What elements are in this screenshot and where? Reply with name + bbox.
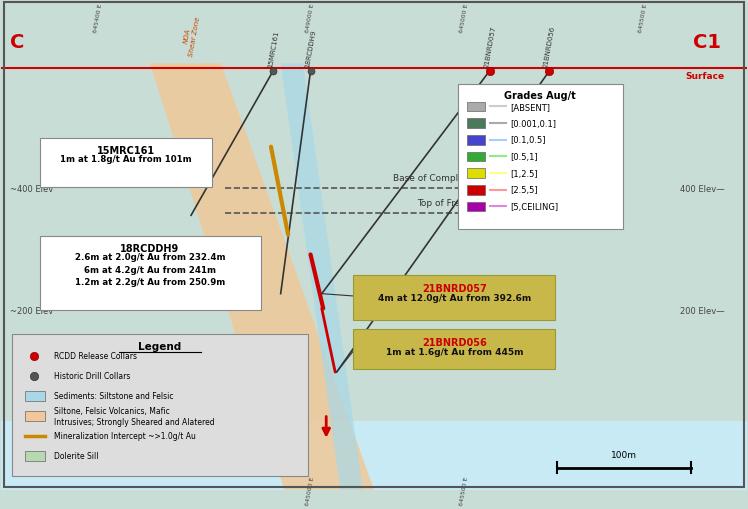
Text: 645000 E: 645000 E: [459, 3, 468, 33]
Text: 18RCDDH9: 18RCDDH9: [120, 244, 180, 253]
Bar: [468, 169, 485, 179]
Text: Sediments: Siltstone and Felsic: Sediments: Siltstone and Felsic: [54, 391, 174, 401]
Bar: [468, 152, 485, 162]
Bar: [1, 421, 747, 490]
Text: 400 Elev—: 400 Elev—: [680, 184, 725, 193]
Text: Siltone, Felsic Volcanics, Mafic
Intrusives; Strongly Sheared and Alatered: Siltone, Felsic Volcanics, Mafic Intrusi…: [54, 406, 215, 426]
FancyBboxPatch shape: [458, 85, 622, 230]
Text: Surface: Surface: [686, 72, 725, 81]
Text: [2.5,5]: [2.5,5]: [511, 186, 539, 195]
FancyBboxPatch shape: [40, 138, 212, 188]
Text: 6m at 4.2g/t Au from 241m: 6m at 4.2g/t Au from 241m: [84, 265, 216, 274]
Text: 200 Elev—: 200 Elev—: [680, 307, 725, 316]
Text: 1.2m at 2.2g/t Au from 250.9m: 1.2m at 2.2g/t Au from 250.9m: [75, 278, 225, 287]
Text: Historic Drill Collars: Historic Drill Collars: [54, 372, 130, 381]
Polygon shape: [150, 64, 374, 490]
Text: 21BNRD057: 21BNRD057: [422, 284, 487, 293]
Text: 21BNRD057: 21BNRD057: [483, 25, 497, 68]
Text: ~400 Elev: ~400 Elev: [10, 184, 53, 193]
Bar: [25, 451, 45, 461]
Text: 21BNRD056: 21BNRD056: [543, 25, 556, 68]
Bar: [468, 185, 485, 195]
Text: Grades Aug/t: Grades Aug/t: [504, 91, 576, 101]
Text: 18RCDDH9: 18RCDDH9: [304, 29, 317, 68]
Polygon shape: [280, 64, 363, 490]
Text: [0.5,1]: [0.5,1]: [511, 153, 539, 162]
Bar: [468, 202, 485, 212]
Text: 2.6m at 2.0g/t Au from 232.4m: 2.6m at 2.0g/t Au from 232.4m: [75, 252, 225, 262]
Text: 645000 E: 645000 E: [305, 476, 316, 505]
FancyBboxPatch shape: [353, 329, 556, 369]
Text: Dolerite Sill: Dolerite Sill: [54, 451, 98, 461]
Text: 649000 E: 649000 E: [305, 3, 316, 33]
Text: Mineralization Intercept ~>1.0g/t Au: Mineralization Intercept ~>1.0g/t Au: [54, 432, 195, 440]
Text: 645500 E: 645500 E: [638, 3, 648, 33]
Text: 645500 E: 645500 E: [459, 476, 468, 505]
FancyBboxPatch shape: [353, 275, 556, 320]
Bar: [25, 412, 45, 421]
Text: 645400 E: 645400 E: [93, 3, 102, 33]
Bar: [25, 392, 45, 402]
Text: C1: C1: [693, 33, 721, 52]
Bar: [468, 136, 485, 146]
Text: Legend: Legend: [138, 342, 181, 352]
Text: ~200 Elev: ~200 Elev: [10, 307, 53, 316]
Text: [0.001,0.1]: [0.001,0.1]: [511, 120, 557, 128]
Text: NOA
Shear Zone: NOA Shear Zone: [181, 15, 201, 58]
Text: 4m at 12.0g/t Au from 392.6m: 4m at 12.0g/t Au from 392.6m: [378, 293, 531, 302]
Bar: [468, 119, 485, 129]
Text: [1,2.5]: [1,2.5]: [511, 169, 539, 178]
Text: 15MRC161: 15MRC161: [267, 30, 280, 68]
Text: Base of Complete Oxidation: Base of Complete Oxidation: [393, 174, 520, 183]
Text: [5,CEILING]: [5,CEILING]: [511, 203, 559, 212]
FancyBboxPatch shape: [12, 334, 307, 476]
Text: [0.1,0.5]: [0.1,0.5]: [511, 136, 546, 145]
FancyBboxPatch shape: [40, 236, 260, 310]
Text: Top of Fresh Rock: Top of Fresh Rock: [417, 199, 495, 208]
Text: 15MRC161: 15MRC161: [96, 146, 155, 156]
Text: 100m: 100m: [611, 450, 637, 459]
Text: 21BNRD056: 21BNRD056: [422, 337, 487, 347]
Text: 1m at 1.6g/t Au from 445m: 1m at 1.6g/t Au from 445m: [385, 347, 523, 356]
Bar: [1, 1, 747, 421]
Text: [ABSENT]: [ABSENT]: [511, 103, 551, 112]
Text: RCDD Release Collars: RCDD Release Collars: [54, 352, 137, 361]
Text: 1m at 1.8g/t Au from 101m: 1m at 1.8g/t Au from 101m: [60, 155, 191, 164]
Text: C: C: [10, 33, 24, 52]
Bar: [468, 102, 485, 112]
